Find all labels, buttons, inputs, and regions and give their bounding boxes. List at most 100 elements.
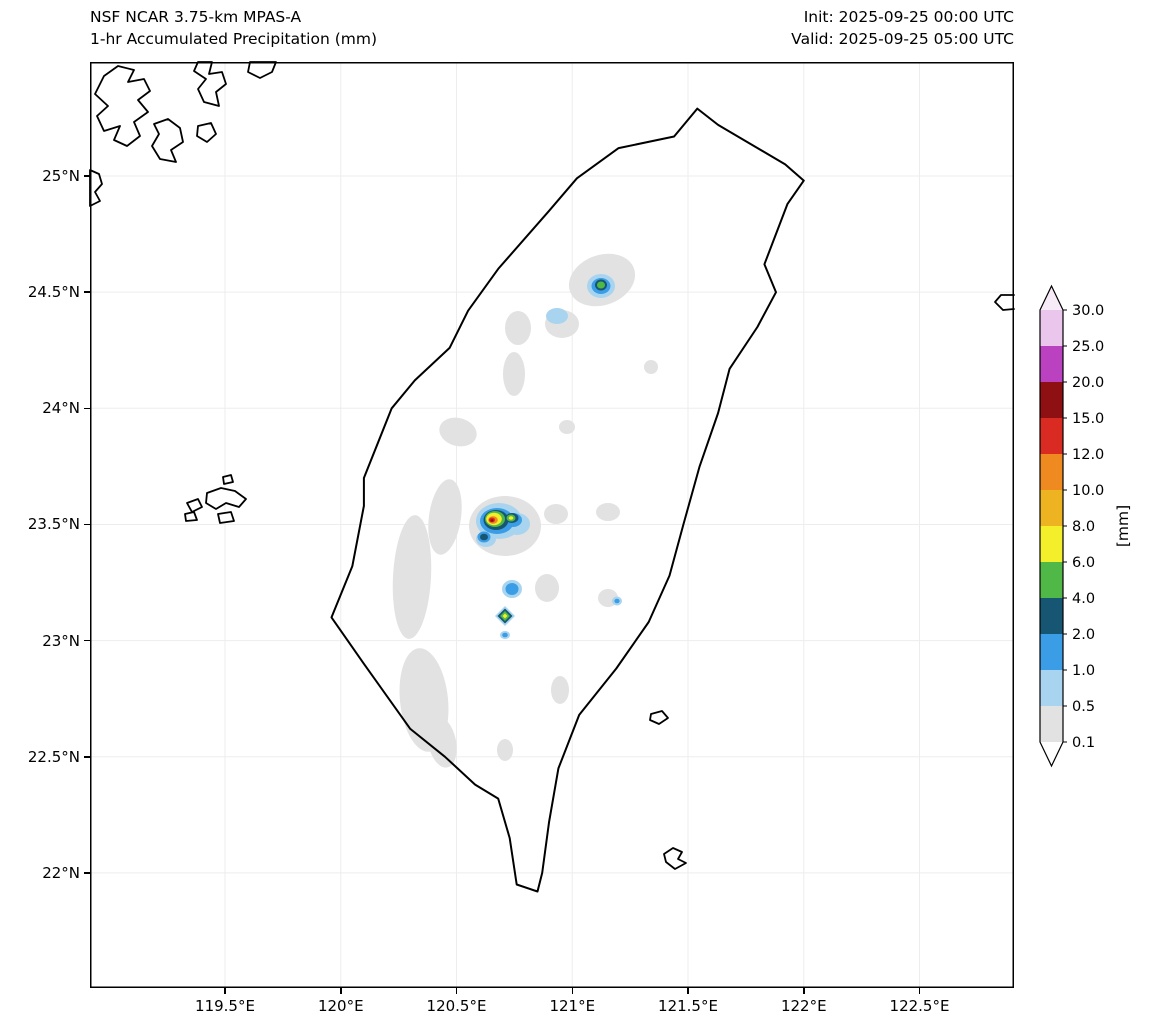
precip-patch [596,503,620,521]
x-tick-mark [340,988,342,994]
x-tick-label: 122.5°E [889,997,950,1015]
y-tick-mark [84,407,90,410]
colorbar-tick-label: 6.0 [1072,555,1095,571]
colorbar-over-arrow [1040,286,1063,310]
precip-patch [551,676,569,704]
colorbar-segment [1040,598,1063,634]
precip-patch [490,519,494,522]
precip-patch [508,516,514,520]
y-tick-mark [84,639,90,642]
precipitation-shading [392,253,658,768]
x-tick-label: 121°E [549,997,596,1015]
y-tick-label: 25°N [42,167,80,185]
y-tick-label: 22.5°N [27,747,80,766]
colorbar-segment [1040,562,1063,598]
colorbar-segment [1040,706,1063,742]
colorbar-tick-labels: 0.1 0.5 1.0 2.0 4.0 6.0 8.0 10.0 12.0 15.0 20.0 25.… [1063,303,1104,751]
island-china-coast-2 [151,118,184,163]
valid-time: Valid: 2025-09-25 05:00 UTC [791,30,1014,48]
colorbar-segment [1040,382,1063,418]
precip-patch [497,739,513,761]
island-penghu-north [222,474,234,485]
colorbar-under-arrow [1040,742,1063,766]
plot-frame [90,62,1014,988]
x-tick-label: 122°E [780,997,827,1015]
island-china-coast-5 [196,122,217,143]
island-china-coast-1 [94,65,151,147]
y-tick-mark [84,523,90,526]
colorbar-segment [1040,418,1063,454]
y-tick-mark [84,756,90,758]
precip-patch [597,281,605,289]
island-china-coast-3 [193,61,227,107]
precip-patch [503,352,525,396]
grid-lines [90,62,1014,988]
x-tick-label: 119.5°E [195,997,255,1015]
precip-patch [535,574,559,602]
x-tick-mark [803,988,805,994]
colorbar-tick-label: 2.0 [1072,627,1095,643]
precip-patch [502,613,508,619]
island-penghu-main [205,487,247,510]
island-green-island [649,710,669,725]
precip-patch [427,716,457,768]
colorbar-unit-label: [mm] [1114,505,1132,547]
x-tick-mark [571,988,573,994]
x-tick-mark [455,988,458,994]
y-tick-label: 24°N [42,399,80,418]
init-time: Init: 2025-09-25 00:00 UTC [803,8,1014,26]
island-penghu-south [217,511,235,524]
colorbar-segment [1040,310,1063,346]
colorbar-segment [1040,526,1063,562]
x-tick-label: 121.5°E [658,997,718,1015]
precip-patch [544,504,568,524]
time-block: Init: 2025-09-25 00:00 UTC Valid: 2025-0… [791,6,1014,50]
colorbar-segments [1039,284,1064,768]
x-tick-label: 120.5°E [426,997,487,1015]
island-china-coast-4 [247,61,277,79]
island-penghu-west1 [186,498,203,513]
colorbar-tick-label: 12.0 [1072,447,1104,463]
y-tick-mark [84,175,90,177]
x-tick-label: 120°E [317,997,364,1015]
colorbar-tick-label: 15.0 [1072,411,1104,427]
colorbar-segment [1040,634,1063,670]
coastlines [89,61,1015,893]
colorbar-tick-label: 4.0 [1072,591,1095,607]
y-tick-label: 23°N [42,631,80,650]
colorbar-segment [1040,454,1063,490]
y-tick-label: 23.5°N [27,515,80,534]
precip-patch [392,515,432,639]
y-tick-label: 22°N [42,863,80,882]
precip-patch [546,308,568,324]
island-penghu-west2 [184,511,198,522]
precip-patch [559,420,575,434]
x-tick-mark [918,988,921,994]
x-tick-mark [687,988,689,994]
x-tick-mark [224,988,226,994]
island-china-coast-6 [89,169,103,207]
colorbar-tick-label: 0.5 [1072,699,1095,715]
precip-patch [644,360,658,374]
colorbar-segment [1040,346,1063,382]
map-plot [89,61,1015,988]
y-tick-mark [84,872,90,874]
colorbar-tick-label: 1.0 [1072,663,1095,679]
precip-patch [502,632,508,638]
colorbar-tick-label: 8.0 [1072,519,1095,535]
y-tick-mark [84,291,90,293]
y-tick-label: 24.5°N [27,283,80,302]
colorbar-tick-label: 0.1 [1072,735,1095,751]
colorbar-tick-label: 20.0 [1072,375,1104,391]
colorbar-tick-label: 10.0 [1072,483,1104,499]
island-orchid-island [663,847,687,870]
precip-patch [614,598,620,604]
field-title: 1-hr Accumulated Precipitation (mm) [90,30,377,48]
colorbar-segment [1040,490,1063,526]
taiwan-coastline [330,107,805,893]
colorbar-tick-label: 30.0 [1072,303,1104,319]
precip-patch [439,417,477,447]
precip-patch [505,583,519,595]
title-block: NSF NCAR 3.75-km MPAS-A 1-hr Accumulated… [90,6,377,50]
